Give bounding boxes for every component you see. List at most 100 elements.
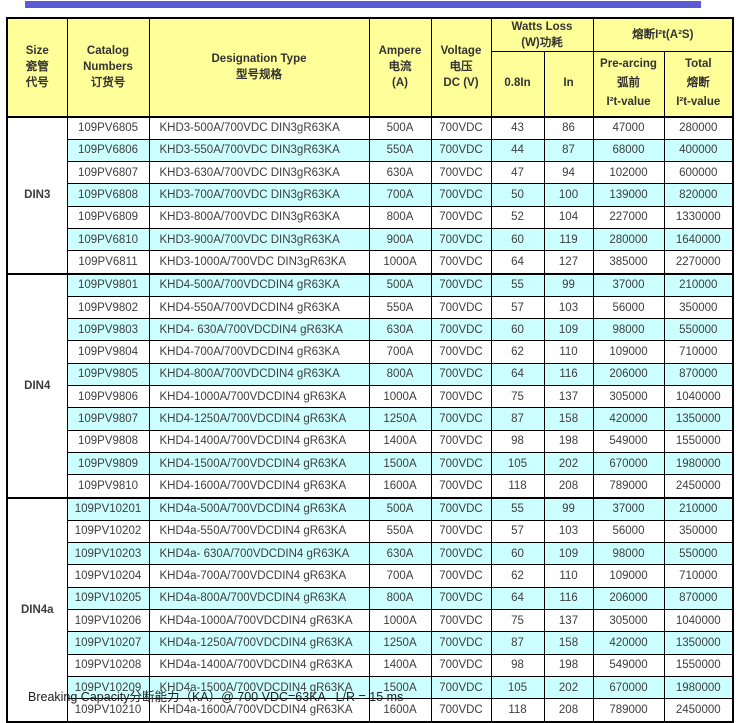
cell-total: 350000 (663, 519, 734, 544)
cell-ampere: 550A (368, 138, 432, 163)
cell-ampere: 1000A (368, 250, 432, 275)
cell-voltage: 700VDC (430, 451, 492, 476)
cell-voltage: 700VDC (430, 653, 492, 677)
cell-ampere: 1600A (368, 474, 432, 499)
cell-win: 110 (543, 564, 594, 588)
cell-win: 198 (543, 653, 594, 677)
col-header-voltage-cn: 电压 (449, 61, 473, 74)
cell-prearcing: 280000 (592, 227, 665, 252)
col-header-designation-cn: 型号规格 (236, 69, 282, 82)
cell-designation: KHD4-550A/700VDCDIN4 gR63KA (148, 295, 370, 320)
cell-ampere: 630A (368, 542, 432, 566)
cell-w08in: 118 (490, 698, 545, 723)
cell-voltage: 700VDC (430, 340, 492, 364)
cell-total: 1350000 (663, 407, 734, 431)
cell-ampere: 630A (368, 161, 432, 185)
cell-prearcing: 47000 (592, 115, 665, 140)
cell-voltage: 700VDC (430, 362, 492, 387)
cell-designation: KHD4-1500A/700VDCDIN4 gR63KA (148, 451, 370, 476)
cell-w08in: 64 (490, 362, 545, 387)
table-row: 109PV10208 KHD4a-1400A/700VDCDIN4 gR63KA 1… (7, 653, 734, 677)
cell-voltage: 700VDC (430, 542, 492, 566)
cell-win: 202 (543, 451, 594, 476)
table-row: DIN4a 109PV10201 KHD4a-500A/700VDCDIN4 gR6… (6, 496, 734, 723)
cell-voltage: 700VDC (430, 205, 492, 229)
cell-total: 1330000 (663, 205, 734, 229)
cell-designation: KHD4-1000A/700VDCDIN4 gR63KA (148, 385, 370, 409)
table-row: DIN4 109PV9801 KHD4-500A/700VDCDIN4 gR63KA… (6, 272, 734, 499)
cell-ampere: 500A (368, 272, 432, 297)
cell-w08in: 52 (490, 205, 545, 229)
cell-win: 198 (543, 429, 594, 453)
cell-ampere: 1250A (368, 631, 432, 655)
cell-win: 110 (543, 340, 594, 364)
cell-catalog: 109PV10208 (66, 653, 150, 677)
size-group-label: DIN3 (6, 115, 68, 275)
cell-voltage: 700VDC (430, 519, 492, 544)
cell-ampere: 800A (368, 586, 432, 611)
cell-designation: KHD4a-1400A/700VDCDIN4 gR63KA (148, 653, 370, 677)
cell-ampere: 550A (368, 519, 432, 544)
cell-voltage: 700VDC (430, 496, 492, 521)
cell-w08in: 57 (490, 295, 545, 320)
col-header-voltage: Voltage 电压 DC (V) (430, 17, 492, 117)
cell-w08in: 118 (490, 474, 545, 499)
cell-total: 1040000 (663, 609, 734, 633)
cell-total: 1640000 (663, 227, 734, 252)
cell-voltage: 700VDC (430, 227, 492, 252)
cell-w08in: 98 (490, 429, 545, 453)
cell-prearcing: 206000 (592, 586, 665, 611)
cell-w08in: 98 (490, 653, 545, 677)
table-row: 109PV10202 KHD4a-550A/700VDCDIN4 gR63KA 55… (7, 519, 734, 544)
cell-w08in: 87 (490, 407, 545, 431)
cell-designation: KHD4a-700A/700VDCDIN4 gR63KA (148, 564, 370, 588)
cell-voltage: 700VDC (430, 272, 492, 297)
cell-w08in: 44 (490, 138, 545, 163)
cell-win: 208 (543, 698, 594, 723)
cell-ampere: 1500A (368, 675, 432, 700)
breaking-capacity-note: Breaking Capacity分断能力（KA）@ 700 VDC=63KA … (28, 690, 404, 704)
fuse-spec-table: Size 瓷管 代号 Catalog Numbers 订货号 Designati… (6, 17, 734, 723)
cell-ampere: 800A (368, 205, 432, 229)
col-header-total-value: I²t-value (676, 96, 721, 109)
cell-catalog: 109PV9810 (66, 474, 150, 499)
cell-win: 86 (543, 115, 594, 140)
cell-total: 2450000 (663, 474, 734, 499)
col-header-catalog-l2: Numbers (83, 61, 133, 74)
cell-win: 116 (543, 362, 594, 387)
table-body: DIN3 109PV6805 KHD3-500A/700VDC DIN3gR63KA… (6, 115, 734, 723)
cell-voltage: 700VDC (430, 675, 492, 700)
cell-prearcing: 56000 (592, 519, 665, 544)
cell-prearcing: 549000 (592, 653, 665, 677)
cell-prearcing: 420000 (592, 407, 665, 431)
table-row: 109PV9808 KHD4-1400A/700VDCDIN4 gR63KA 140… (7, 429, 734, 453)
col-header-watts-cn: (W)功耗 (521, 37, 563, 49)
col-header-i2t-label: 熔断I²t(A²S) (632, 29, 694, 41)
cell-designation: KHD4-500A/700VDCDIN4 gR63KA (148, 272, 370, 297)
cell-prearcing: 789000 (592, 698, 665, 723)
cell-designation: KHD3-900A/700VDC DIN3gR63KA (148, 227, 370, 252)
cell-w08in: 50 (490, 183, 545, 207)
table-row: 109PV9810 KHD4-1600A/700VDCDIN4 gR63KA 160… (7, 474, 734, 499)
cell-win: 119 (543, 227, 594, 252)
cell-win: 103 (543, 295, 594, 320)
cell-voltage: 700VDC (430, 318, 492, 342)
cell-win: 158 (543, 631, 594, 655)
cell-voltage: 700VDC (430, 698, 492, 723)
cell-total: 1350000 (663, 631, 734, 655)
table-row: 109PV10205 KHD4a-800A/700VDCDIN4 gR63KA 80… (7, 586, 734, 611)
cell-win: 137 (543, 609, 594, 633)
cell-catalog: 109PV6806 (66, 138, 150, 163)
cell-ampere: 1250A (368, 407, 432, 431)
col-header-size-cn2: 代号 (25, 77, 49, 90)
table-row: 109PV6809 KHD3-800A/700VDC DIN3gR63KA 800A… (7, 205, 734, 229)
cell-total: 710000 (663, 340, 734, 364)
cell-designation: KHD4a-1250A/700VDCDIN4 gR63KA (148, 631, 370, 655)
cell-designation: KHD4-1250A/700VDCDIN4 gR63KA (148, 407, 370, 431)
top-accent-bar (25, 1, 701, 8)
cell-w08in: 60 (490, 318, 545, 342)
col-header-ampere-unit: (A) (392, 77, 408, 90)
cell-designation: KHD4a-550A/700VDCDIN4 gR63KA (148, 519, 370, 544)
cell-prearcing: 56000 (592, 295, 665, 320)
cell-w08in: 60 (490, 542, 545, 566)
